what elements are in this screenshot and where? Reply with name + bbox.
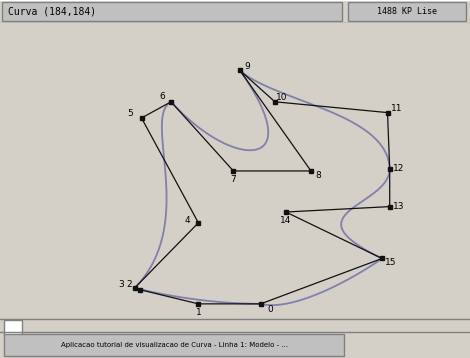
Text: 0: 0 [267, 305, 273, 314]
Text: 8: 8 [315, 171, 321, 180]
FancyBboxPatch shape [348, 2, 466, 21]
Text: Help: Help [172, 342, 193, 350]
Text: 11: 11 [391, 104, 402, 113]
Text: 13: 13 [393, 202, 405, 211]
Text: Curva (184,184): Curva (184,184) [8, 6, 96, 16]
Text: 14: 14 [280, 216, 291, 225]
Text: Aplicacao tutorial de visualizacao de Curva - Linha 1: Modelo - ...: Aplicacao tutorial de visualizacao de Cu… [62, 342, 289, 348]
Text: 7: 7 [230, 175, 236, 184]
Text: 12: 12 [393, 164, 405, 173]
Text: 2: 2 [126, 280, 132, 289]
FancyBboxPatch shape [2, 2, 342, 21]
Text: 9: 9 [244, 62, 250, 71]
Text: 5: 5 [127, 109, 133, 118]
FancyBboxPatch shape [4, 334, 344, 356]
FancyBboxPatch shape [4, 320, 22, 336]
Text: 10: 10 [276, 93, 288, 102]
Text: 6: 6 [159, 92, 165, 101]
Text: Controles: Controles [8, 342, 51, 350]
Text: 3: 3 [118, 280, 124, 289]
Text: 1488 KP Lise: 1488 KP Lise [377, 7, 437, 16]
Text: Bezi-spline: Bezi-spline [90, 342, 140, 350]
Text: 15: 15 [385, 258, 397, 267]
Text: 4: 4 [184, 216, 190, 225]
Text: 1: 1 [196, 308, 201, 317]
